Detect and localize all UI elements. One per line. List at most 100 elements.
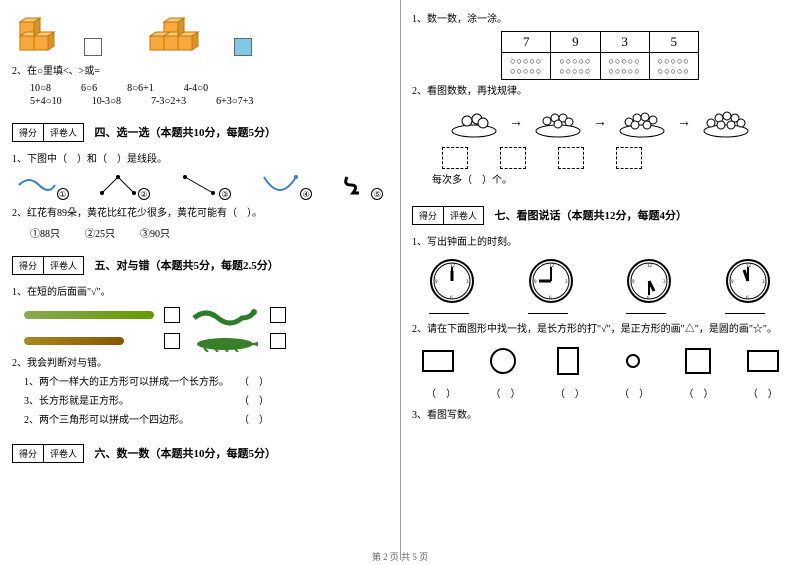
shape-square bbox=[681, 347, 715, 375]
clock-4: 12369 bbox=[725, 258, 771, 304]
shape-circle bbox=[486, 347, 520, 375]
line-segments: ① ② ③ ④ ⑤ bbox=[12, 173, 388, 200]
sl-4[interactable]: （ ） bbox=[619, 385, 649, 400]
cell-3[interactable]: ○○○○○○○○○○ bbox=[600, 53, 649, 80]
num-box-2[interactable] bbox=[500, 147, 526, 169]
sl-6[interactable]: （ ） bbox=[748, 385, 778, 400]
q2-text: 2、在○里填<、>或= bbox=[12, 64, 388, 79]
clock-1: 12369 bbox=[429, 258, 475, 304]
cell-1[interactable]: ○○○○○○○○○○ bbox=[502, 53, 551, 80]
cell-4[interactable]: ○○○○○○○○○○ bbox=[649, 53, 698, 80]
cmp-1: 10○8 bbox=[30, 83, 51, 94]
score-label: 得分 bbox=[413, 207, 444, 224]
th-4: 5 bbox=[649, 32, 698, 53]
snake-icon bbox=[190, 304, 260, 326]
sl-1[interactable]: （ ） bbox=[426, 385, 456, 400]
shape-labels: （ ） （ ） （ ） （ ） （ ） （ ） bbox=[416, 385, 788, 400]
clock-2: 12369 bbox=[528, 258, 574, 304]
crocodile-icon bbox=[190, 330, 260, 352]
cubes-diagram bbox=[12, 8, 388, 56]
tf-2: 3、长方形就是正方形。 （ ） bbox=[24, 394, 388, 409]
s7-q3: 3、看图写数。 bbox=[412, 408, 788, 423]
bar-short bbox=[24, 337, 124, 345]
shape-rect bbox=[421, 347, 455, 375]
score-label: 得分 bbox=[13, 257, 44, 274]
clock-answer-1[interactable] bbox=[429, 313, 469, 314]
num-box-3[interactable] bbox=[558, 147, 584, 169]
s7-q1: 1、写出钟面上的时刻。 bbox=[412, 235, 788, 250]
svg-text:12: 12 bbox=[647, 264, 653, 269]
score-box-5: 得分 评卷人 bbox=[12, 256, 84, 275]
score-label: 得分 bbox=[13, 124, 44, 141]
svg-text:12: 12 bbox=[450, 264, 456, 269]
th-3: 3 bbox=[600, 32, 649, 53]
section-5-title: 五、对与错（本题共5分，每题2.5分） bbox=[95, 257, 279, 273]
check-2[interactable] bbox=[270, 307, 286, 323]
cmp-2: 6○6 bbox=[81, 83, 97, 94]
cmp-5: 5+4○10 bbox=[30, 96, 62, 107]
opt-b: ②25只 bbox=[85, 225, 115, 240]
page-footer: 第 2 页 共 5 页 bbox=[0, 550, 800, 563]
cell-2[interactable]: ○○○○○○○○○○ bbox=[551, 53, 600, 80]
cube-stack-2 bbox=[142, 8, 222, 56]
count-table: 7935 ○○○○○○○○○○○○○○○○○○○○○○○○○○○○○○○○○○○… bbox=[501, 31, 699, 80]
s4-q2-opts: ①88只 ②25只 ③90只 bbox=[30, 225, 388, 240]
s4-q2: 2、红花有89朵，黄花比红花少很多，黄花可能有（ ）。 bbox=[12, 206, 388, 221]
s5-q1: 1、在短的后面画"√"。 bbox=[12, 285, 388, 300]
clock-answer-2[interactable] bbox=[528, 313, 568, 314]
tf-3: 2、两个三角形可以拼成一个四边形。 （ ） bbox=[24, 413, 388, 428]
basket-pattern: → → → bbox=[412, 107, 788, 139]
shape-rect2 bbox=[551, 347, 585, 375]
check-4[interactable] bbox=[270, 333, 286, 349]
grader-label: 评卷人 bbox=[444, 207, 483, 224]
r-q1: 1、数一数，涂一涂。 bbox=[412, 12, 788, 27]
opt-a: ①88只 bbox=[30, 225, 60, 240]
basket-4 bbox=[701, 107, 751, 139]
basket-2 bbox=[533, 107, 583, 139]
section-4-title: 四、选一选（本题共10分，每题5分） bbox=[95, 124, 277, 140]
compare-row-1: 10○8 6○6 8○6+1 4-4○0 bbox=[30, 83, 388, 94]
score-label: 得分 bbox=[13, 445, 44, 462]
shape-rect3 bbox=[746, 347, 780, 375]
clocks-row: 12369 12369 12369 12369 bbox=[412, 258, 788, 314]
score-box-4: 得分 评卷人 bbox=[12, 123, 84, 142]
s5-q2: 2、我会判断对与错。 bbox=[12, 356, 388, 371]
grader-label: 评卷人 bbox=[44, 257, 83, 274]
arrow-icon: → bbox=[509, 115, 523, 131]
section-6-title: 六、数一数（本题共10分，每题5分） bbox=[95, 445, 277, 461]
bar-long bbox=[24, 311, 154, 319]
sl-3[interactable]: （ ） bbox=[555, 385, 585, 400]
num-box-4[interactable] bbox=[616, 147, 642, 169]
clock-3: 12369 bbox=[626, 258, 672, 304]
section-7-title: 七、看图说话（本题共12分，每题4分） bbox=[495, 207, 688, 223]
sl-5[interactable]: （ ） bbox=[683, 385, 713, 400]
cmp-8: 6+3○7+3 bbox=[216, 96, 253, 107]
cmp-6: 10-3○8 bbox=[92, 96, 121, 107]
num-box-1[interactable] bbox=[442, 147, 468, 169]
compare-row-2: 5+4○10 10-3○8 7-3○2+3 6+3○7+3 bbox=[30, 96, 388, 107]
sl-2[interactable]: （ ） bbox=[490, 385, 520, 400]
opt-3: ③ bbox=[219, 188, 231, 200]
s7-q2: 2、请在下面图形中找一找，是长方形的打"√"，是正方形的画"△"，是圆的画"☆"… bbox=[412, 322, 788, 337]
cube-stack-1 bbox=[12, 8, 72, 56]
opt-1: ① bbox=[57, 188, 69, 200]
check-1[interactable] bbox=[164, 307, 180, 323]
basket-3 bbox=[617, 107, 667, 139]
grader-label: 评卷人 bbox=[44, 124, 83, 141]
answer-box-1[interactable] bbox=[84, 38, 102, 56]
opt-4: ④ bbox=[300, 188, 312, 200]
th-1: 7 bbox=[502, 32, 551, 53]
answer-box-2[interactable] bbox=[234, 38, 252, 56]
basket-1 bbox=[449, 107, 499, 139]
shapes-row bbox=[412, 347, 788, 375]
s4-q1: 1、下图中（ ）和（ ）是线段。 bbox=[12, 152, 388, 167]
clock-answer-4[interactable] bbox=[725, 313, 765, 314]
svg-text:12: 12 bbox=[746, 264, 752, 269]
cmp-7: 7-3○2+3 bbox=[151, 96, 186, 107]
cmp-3: 8○6+1 bbox=[127, 83, 154, 94]
opt-c: ③90只 bbox=[140, 225, 170, 240]
check-3[interactable] bbox=[164, 333, 180, 349]
clock-answer-3[interactable] bbox=[626, 313, 666, 314]
shape-circle-sm bbox=[616, 347, 650, 375]
score-box-7: 得分 评卷人 bbox=[412, 206, 484, 225]
